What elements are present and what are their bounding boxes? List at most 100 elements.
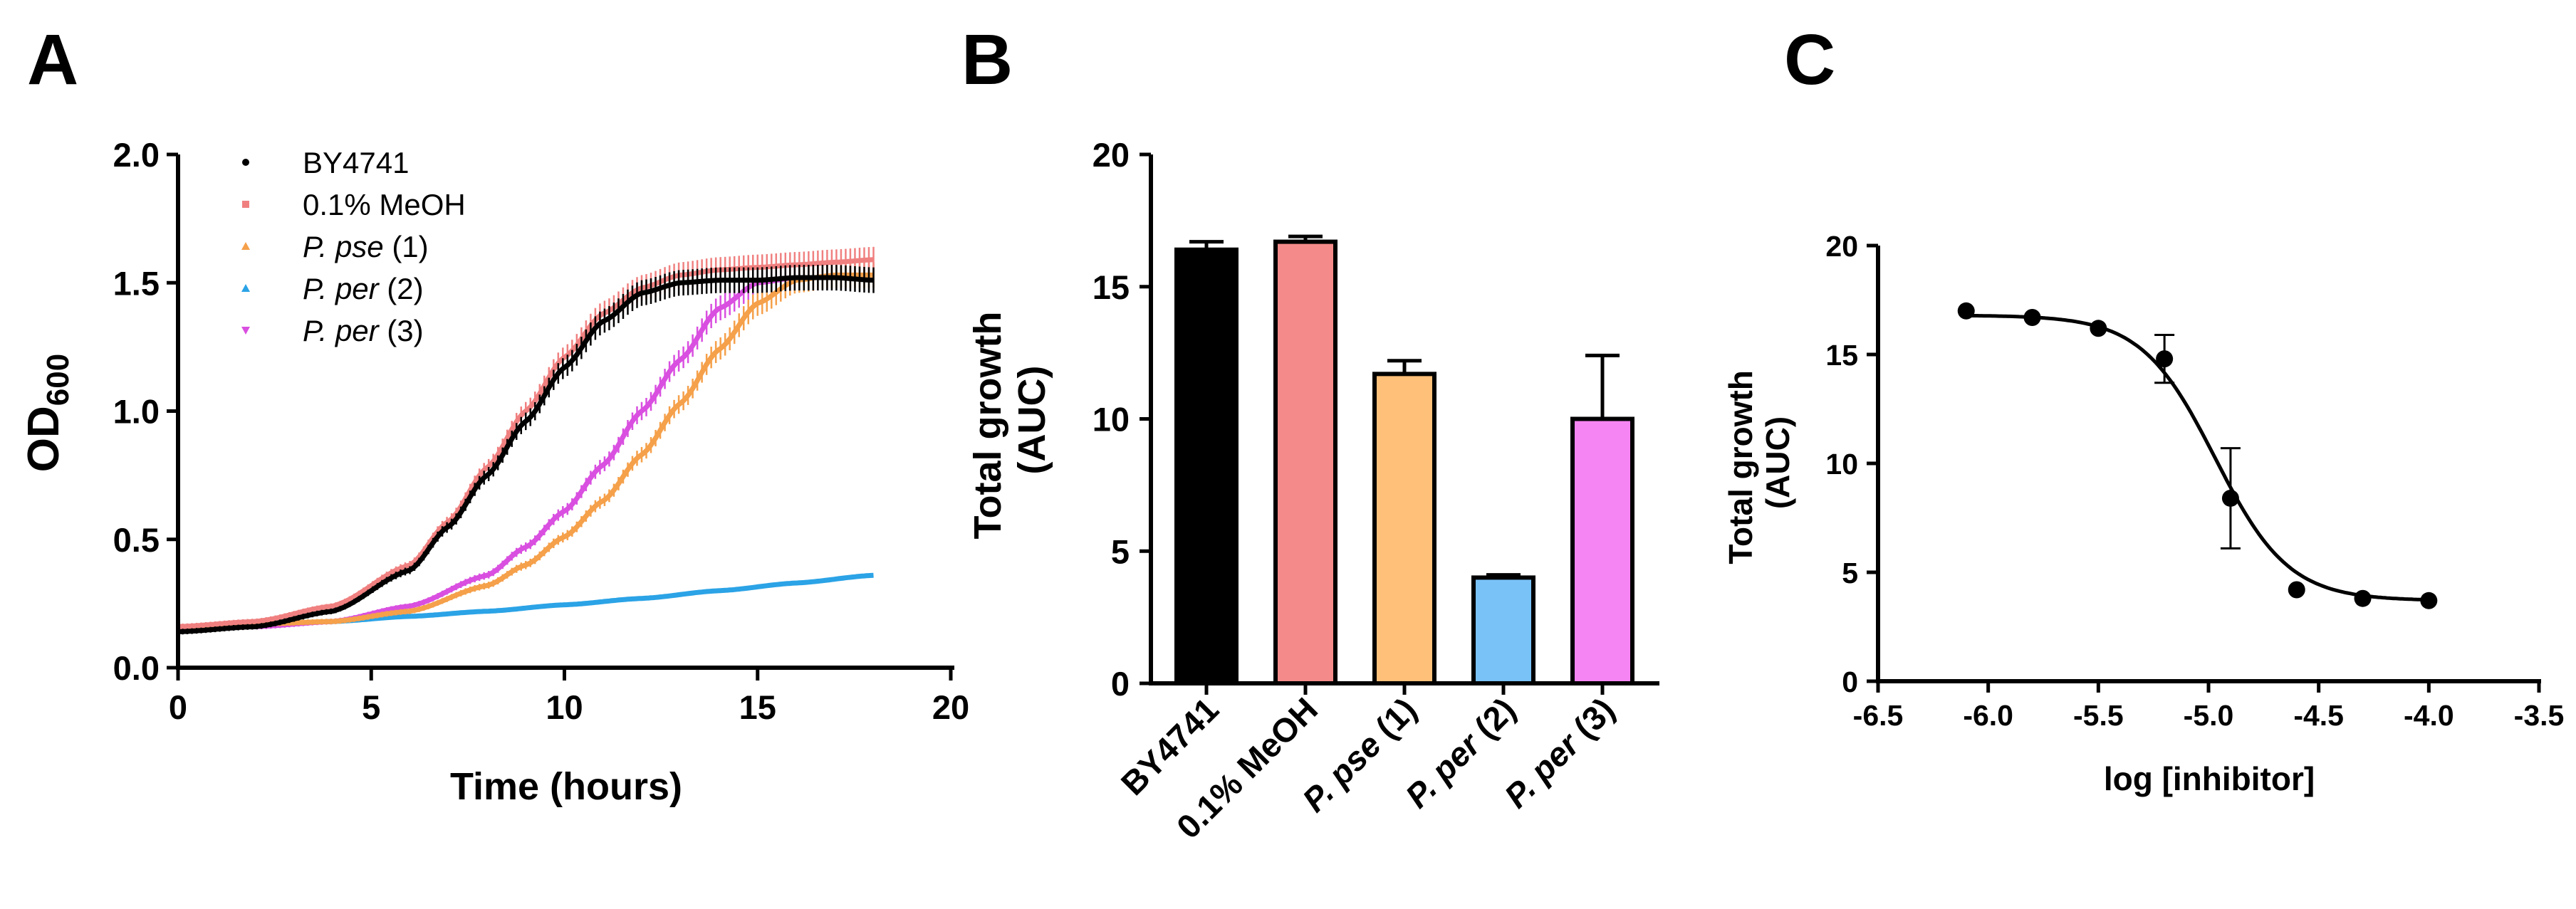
c-point-marker xyxy=(1957,302,1975,320)
c-data-point xyxy=(2154,333,2175,384)
a-series-p-per-3 xyxy=(177,265,796,632)
a-series-line xyxy=(178,272,874,629)
a-legend-marker xyxy=(241,242,250,250)
b-bar-rect xyxy=(1471,575,1535,686)
a-x-tick-label: 20 xyxy=(932,688,969,726)
c-y-tick-label: 10 xyxy=(1825,448,1858,480)
c-y-axis-title: Total growth (AUC) xyxy=(1722,361,1796,564)
c-y-ticks: 0 5 10 15 20 xyxy=(1825,230,1878,698)
b-y-tick-label: 0 xyxy=(1111,665,1130,703)
a-legend-marker xyxy=(242,201,249,208)
a-series-line xyxy=(177,275,874,634)
c-data-point xyxy=(2288,581,2305,599)
a-legend-item-p-per-3: P. per (3) xyxy=(241,314,424,347)
b-y-tick-label: 5 xyxy=(1111,532,1130,570)
c-data-point xyxy=(1957,302,1975,320)
a-legend-label: 0.1% MeOH xyxy=(303,188,466,221)
panel-letter-a: A xyxy=(27,20,78,100)
panel-letter-c: C xyxy=(1784,20,1835,100)
a-y-tick-label: 1.0 xyxy=(113,393,160,431)
c-y-tick-label: 5 xyxy=(1842,557,1858,589)
a-x-tick-label: 10 xyxy=(546,688,583,726)
c-x-tick-label: -3.5 xyxy=(2514,699,2565,732)
a-series-p-pse-1 xyxy=(177,262,875,630)
a-x-axis-title: Time (hours) xyxy=(450,765,682,808)
c-x-tick-label: -5.5 xyxy=(2073,699,2124,732)
c-y-tick-label: 20 xyxy=(1825,230,1858,263)
a-y-tick-label: 0.0 xyxy=(113,649,160,687)
b-bar-p-pse-1 xyxy=(1372,359,1436,685)
c-point-marker xyxy=(2023,308,2041,326)
c-point-marker xyxy=(2288,581,2305,599)
a-y-ticks: 0.0 0.5 1.0 1.5 2.0 xyxy=(113,136,178,687)
c-y-tick-label: 15 xyxy=(1825,339,1858,372)
c-data-point xyxy=(2220,447,2241,550)
a-y-axis-title: OD600 xyxy=(19,354,75,472)
a-legend-label: P. per (3) xyxy=(303,314,424,347)
b-bar-rect xyxy=(1570,416,1634,685)
a-y-axis-title-main: OD xyxy=(19,406,68,472)
c-x-ticks: -6.5 -6.0 -5.5 -5.0 -4.5 -4.0 -3.5 xyxy=(1853,681,2565,732)
a-x-tick-label: 0 xyxy=(169,688,187,726)
c-data-point xyxy=(2420,592,2438,609)
c-point-marker xyxy=(2221,489,2239,507)
b-y-tick-label: 20 xyxy=(1093,136,1130,174)
a-series-by4741 xyxy=(177,265,875,635)
b-y-axis-title-line1: Total growth xyxy=(966,312,1009,540)
a-legend-item-0-1-meoh: 0.1% MeOH xyxy=(242,188,466,221)
c-plot-group xyxy=(1957,302,2438,609)
b-y-tick-label: 15 xyxy=(1093,268,1130,306)
a-y-tick-label: 0.5 xyxy=(113,521,160,559)
c-point-marker xyxy=(2354,589,2372,607)
c-x-tick-label: -4.5 xyxy=(2293,699,2344,732)
b-y-tick-label: 10 xyxy=(1093,401,1130,438)
c-x-tick-label: -6.0 xyxy=(1963,699,2013,732)
a-series-0-1-meoh xyxy=(177,246,875,630)
b-bars-group xyxy=(1174,234,1634,686)
a-legend-marker xyxy=(241,284,250,292)
a-y-tick-label: 2.0 xyxy=(113,136,160,174)
a-y-axis-title-sub: 600 xyxy=(41,354,75,406)
a-legend-label: P. per (2) xyxy=(303,272,424,305)
panel-c-dose-response: 0 5 10 15 20 -6.5 -6.0 -5.5 -5.0 -4.5 -4.0 -3.5 lo… xyxy=(1722,230,2564,797)
c-y-axis-title-line1: Total growth xyxy=(1722,370,1759,564)
b-bar-p-per-2 xyxy=(1471,573,1535,686)
b-bar-rect xyxy=(1273,239,1337,686)
c-data-point xyxy=(2090,320,2107,337)
b-y-ticks: 0 5 10 15 20 xyxy=(1093,136,1151,703)
c-y-tick-label: 0 xyxy=(1842,666,1858,698)
c-point-marker xyxy=(2420,592,2438,609)
c-fit-curve xyxy=(1966,313,2429,602)
c-x-axis-title: log [inhibitor] xyxy=(2104,760,2315,797)
c-point-marker xyxy=(2156,350,2174,368)
c-data-point xyxy=(2354,589,2372,607)
c-point-marker xyxy=(2090,320,2107,337)
c-x-tick-label: -6.5 xyxy=(1853,699,1904,732)
b-y-axis-title-line2: (AUC) xyxy=(1011,366,1053,475)
b-bar-by4741 xyxy=(1174,240,1239,685)
a-x-tick-label: 15 xyxy=(739,688,776,726)
a-x-ticks: 0 5 10 15 20 xyxy=(169,668,969,726)
c-x-tick-label: -5.0 xyxy=(2184,699,2234,732)
b-bar-p-per-3 xyxy=(1570,353,1634,685)
a-x-tick-label: 5 xyxy=(362,688,380,726)
c-data-point xyxy=(2023,308,2041,326)
c-y-axis-title-line2: (AUC) xyxy=(1759,416,1796,509)
a-legend-marker xyxy=(241,327,250,335)
a-legend-label: BY4741 xyxy=(303,146,409,179)
a-y-tick-label: 1.5 xyxy=(113,264,160,302)
c-x-tick-label: -4.0 xyxy=(2404,699,2454,732)
b-y-axis-title: Total growth (AUC) xyxy=(966,301,1053,540)
panel-a-growth-curves: 0.0 0.5 1.0 1.5 2.0 0 5 10 15 20 Time (hours) OD… xyxy=(19,136,969,808)
a-legend-item-by4741: BY4741 xyxy=(242,146,409,179)
b-category-label: P. per (3) xyxy=(1497,690,1622,815)
b-bar-0-1-meoh xyxy=(1273,234,1337,686)
a-legend-item-p-pse-1: P. pse (1) xyxy=(241,230,429,263)
b-bar-rect xyxy=(1372,372,1436,685)
a-series-group xyxy=(177,246,875,635)
b-bar-rect xyxy=(1174,247,1239,685)
a-series-line xyxy=(177,257,874,629)
